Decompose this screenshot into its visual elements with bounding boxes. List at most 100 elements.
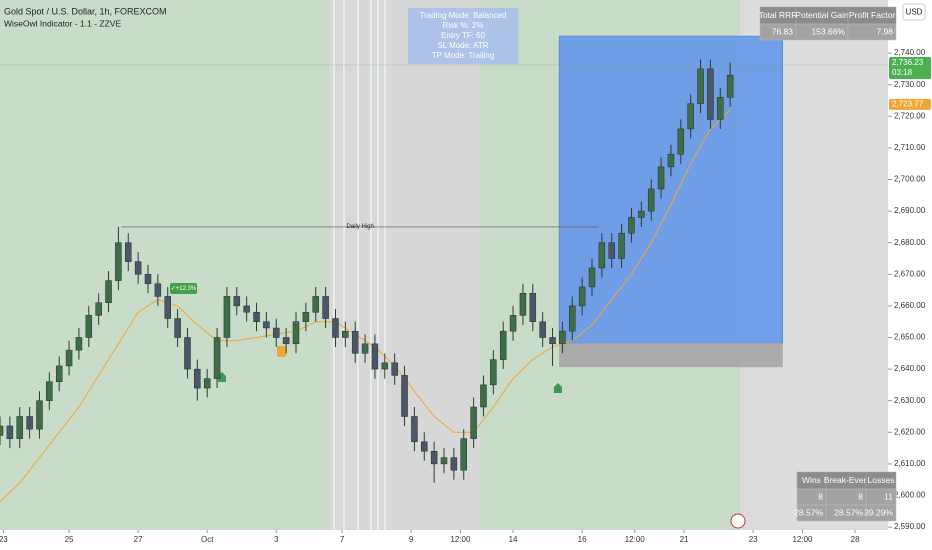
x-tick-label: 16: [578, 535, 587, 544]
info-line: Entry TF: 60: [441, 31, 485, 40]
info-line: TP Mode: Trailing: [432, 51, 495, 60]
candle-body: [312, 296, 319, 313]
candle-body: [470, 406, 477, 439]
candle-body: [450, 457, 458, 471]
x-tick-label: 25: [65, 535, 74, 544]
candle-body: [697, 68, 704, 104]
y-tick-label: 2,690.00: [894, 206, 926, 215]
countdown-label: 03:18: [892, 68, 913, 77]
x-tick-label: 7: [340, 535, 345, 544]
candle-body: [125, 242, 132, 262]
daily-high-label: Daily High: [346, 224, 373, 230]
y-tick-label: 2,610.00: [894, 459, 926, 468]
candle-body: [105, 280, 112, 303]
chart-title: Gold Spot / U.S. Dollar, 1h, FOREXCOM: [4, 6, 167, 16]
candle-body: [578, 286, 586, 307]
candle-body: [282, 337, 290, 345]
candle-body: [233, 296, 241, 307]
table-value: 39.29%: [864, 507, 893, 517]
candle-body: [65, 349, 73, 367]
candle-body: [677, 128, 685, 155]
candle-body: [322, 296, 329, 319]
table-header: Break-Even: [824, 475, 869, 485]
table-value: 11: [884, 491, 893, 501]
currency-button[interactable]: [902, 3, 926, 21]
x-tick-label: 23: [0, 535, 8, 544]
x-tick-label: 12:00: [450, 535, 471, 544]
candle-body: [628, 217, 635, 234]
candle-body: [302, 311, 310, 322]
candle-body: [144, 274, 152, 285]
y-tick-label: 2,700.00: [894, 175, 926, 184]
info-line: SL Mode: ATR: [437, 41, 488, 50]
x-tick-label: 12:00: [625, 535, 646, 544]
table-value: 28.57%: [794, 507, 823, 517]
y-tick-label: 2,660.00: [894, 301, 926, 310]
price-axis: [888, 0, 932, 550]
candle-body: [490, 359, 497, 386]
y-tick-label: 2,640.00: [894, 364, 926, 373]
currency-label: USD: [906, 8, 923, 17]
candle-body: [203, 378, 211, 389]
candle-body: [223, 296, 231, 338]
candle-body: [213, 337, 221, 379]
trade-label-bg: [170, 283, 197, 294]
candle-body: [273, 327, 280, 338]
x-tick-label: 28: [851, 535, 860, 544]
candle-body: [85, 315, 93, 338]
y-tick-label: 2,600.00: [894, 491, 926, 500]
candle-body: [559, 330, 566, 345]
candle-body: [36, 400, 43, 430]
candle-body: [549, 337, 556, 345]
y-tick-label: 2,720.00: [894, 111, 926, 120]
table-header: Profit Factor: [849, 10, 895, 20]
table-header: Potential Gain: [795, 10, 849, 20]
candle-body: [381, 362, 389, 370]
y-tick-label: 2,680.00: [894, 238, 926, 247]
candle-body: [499, 330, 507, 360]
logo-icon[interactable]: [730, 513, 746, 529]
candle-body: [55, 365, 63, 382]
candle-body: [371, 343, 379, 370]
candle-body: [519, 293, 527, 316]
info-box: [408, 8, 518, 64]
candle-body: [174, 318, 181, 338]
candle-body: [717, 97, 724, 120]
candle-body: [430, 451, 438, 465]
table-header: Total RRR: [759, 10, 798, 20]
table-value: 8: [818, 491, 823, 501]
candle-body: [529, 293, 537, 322]
x-tick-label: 3: [274, 535, 279, 544]
y-tick-label: 2,620.00: [894, 427, 926, 436]
candle-body: [154, 283, 162, 297]
table-header: Wins: [802, 475, 821, 485]
table-value: 8: [858, 491, 863, 501]
candle-body: [75, 337, 83, 351]
table-cell: [865, 504, 897, 522]
time-axis: [0, 530, 888, 550]
candle-body: [460, 438, 467, 471]
candle-body: [292, 321, 300, 345]
candle-body: [440, 457, 448, 465]
y-tick-label: 2,740.00: [894, 48, 926, 57]
stop-loss-zone: [559, 343, 783, 368]
candle-body: [115, 242, 122, 281]
last-price-label: 2,736.23: [892, 58, 924, 67]
x-tick-label: Oct: [201, 535, 214, 544]
candle-body: [95, 302, 102, 316]
candle-body: [164, 296, 171, 319]
x-tick-label: 12:00: [792, 535, 813, 544]
y-tick-label: 2,710.00: [894, 143, 926, 152]
table-value: 153.66%: [811, 26, 845, 36]
candle-body: [638, 210, 645, 218]
chart-subtitle: WiseOwl Indicator - 1.1 - ZZVE: [4, 18, 121, 28]
table-value: 7.98: [876, 26, 893, 36]
signal-marker: [277, 346, 286, 357]
ma-price-tag: [889, 98, 931, 110]
y-tick-label: 2,670.00: [894, 269, 926, 278]
signal-marker: [554, 383, 562, 393]
candle-body: [598, 242, 606, 269]
take-profit-zone: [558, 35, 784, 344]
